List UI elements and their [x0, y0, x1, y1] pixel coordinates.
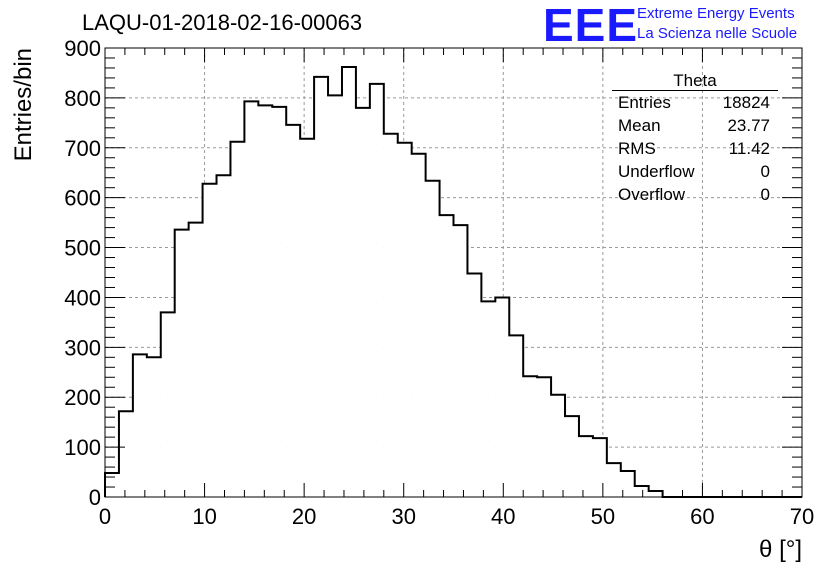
histogram-bin [118, 411, 133, 497]
histogram-bin [272, 106, 287, 497]
histogram-bin [551, 394, 566, 497]
stats-value: 23.77 [727, 116, 770, 135]
histogram-bin [188, 222, 203, 497]
histogram-bin [620, 471, 635, 497]
x-tick-label: 40 [491, 504, 515, 529]
histogram-bin [105, 473, 119, 497]
stats-label: RMS [618, 139, 656, 158]
stats-row-overflow: Overflow 0 [612, 183, 778, 206]
histogram-bin [578, 436, 593, 497]
y-tick-label: 500 [64, 236, 101, 261]
plot-frame [104, 47, 803, 498]
histogram-bin [202, 183, 217, 497]
histogram-bin [160, 312, 175, 497]
x-tick-label: 0 [99, 504, 111, 529]
stats-row-underflow: Underflow 0 [612, 160, 778, 183]
histogram-bin [648, 491, 663, 497]
histogram-bin [397, 142, 412, 498]
eee-logo: EEE [543, 0, 639, 51]
x-tick-label: 30 [391, 504, 415, 529]
stats-value: 0 [760, 162, 770, 181]
y-tick-label: 0 [89, 485, 101, 510]
histogram-bin [481, 301, 496, 497]
x-tick-label: 60 [690, 504, 714, 529]
stats-box: Theta Entries 18824 Mean 23.77 RMS 11.42… [612, 72, 778, 206]
stats-value: 0 [760, 185, 770, 204]
y-tick-label: 300 [64, 335, 101, 360]
histogram-bin [258, 105, 273, 497]
histogram-bin [314, 76, 329, 498]
histogram-bin [174, 229, 189, 497]
histogram-bin [369, 83, 384, 498]
histogram-bin [328, 95, 342, 498]
histogram-bin [467, 273, 482, 497]
histogram-bin [411, 153, 426, 497]
histogram-bin [132, 354, 147, 497]
x-tick-label: 10 [192, 504, 216, 529]
stats-row-mean: Mean 23.77 [612, 114, 778, 137]
histogram-bin [230, 141, 245, 497]
histogram-outline [104, 65, 802, 498]
histogram-bin [592, 438, 607, 497]
y-axis-label: Entries/bin [10, 48, 37, 161]
histogram-bin [509, 335, 524, 497]
histogram-bin [216, 175, 231, 497]
chart-title: LAQU-01-2018-02-16-00063 [82, 10, 363, 35]
histogram-bin [383, 133, 398, 497]
stats-row-entries: Entries 18824 [612, 91, 778, 114]
histogram-bin [300, 138, 315, 497]
y-tick-label: 700 [64, 136, 101, 161]
stats-label: Mean [618, 116, 661, 135]
histogram-bin [453, 225, 468, 497]
logo-caption-1: Extreme Energy Events [637, 5, 795, 22]
histogram-bin [537, 377, 552, 497]
x-tick-label: 20 [292, 504, 316, 529]
histogram-bin [634, 486, 649, 497]
histogram-bin [244, 101, 259, 498]
histogram-bin [425, 180, 440, 497]
stats-title: Theta [612, 72, 778, 91]
stats-label: Entries [618, 93, 671, 112]
histogram-bin [146, 357, 161, 497]
histogram-bin [355, 107, 370, 497]
histogram-bin [286, 124, 301, 497]
stats-row-rms: RMS 11.42 [612, 137, 778, 160]
stats-value: 11.42 [728, 139, 770, 158]
y-tick-label: 600 [64, 186, 101, 211]
y-tick-label: 200 [64, 385, 101, 410]
y-tick-label: 400 [64, 285, 101, 310]
histogram-bin [565, 416, 579, 497]
x-axis-label: θ [°] [759, 536, 802, 563]
stats-label: Overflow [618, 185, 686, 204]
x-tick-label: 50 [591, 504, 615, 529]
x-tick-label: 70 [790, 504, 814, 529]
y-tick-label: 800 [64, 86, 101, 111]
histogram-bin [439, 215, 454, 497]
histogram-bin [341, 66, 356, 498]
stats-label: Underflow [618, 162, 695, 181]
histogram-bin [606, 463, 621, 497]
logo-caption-2: La Scienza nelle Scuole [637, 25, 798, 42]
y-tick-label: 100 [64, 435, 101, 460]
histogram-bin [523, 376, 538, 497]
histogram-bin [495, 297, 510, 497]
y-tick-label: 900 [64, 36, 101, 61]
stats-value: 18824 [722, 93, 770, 112]
